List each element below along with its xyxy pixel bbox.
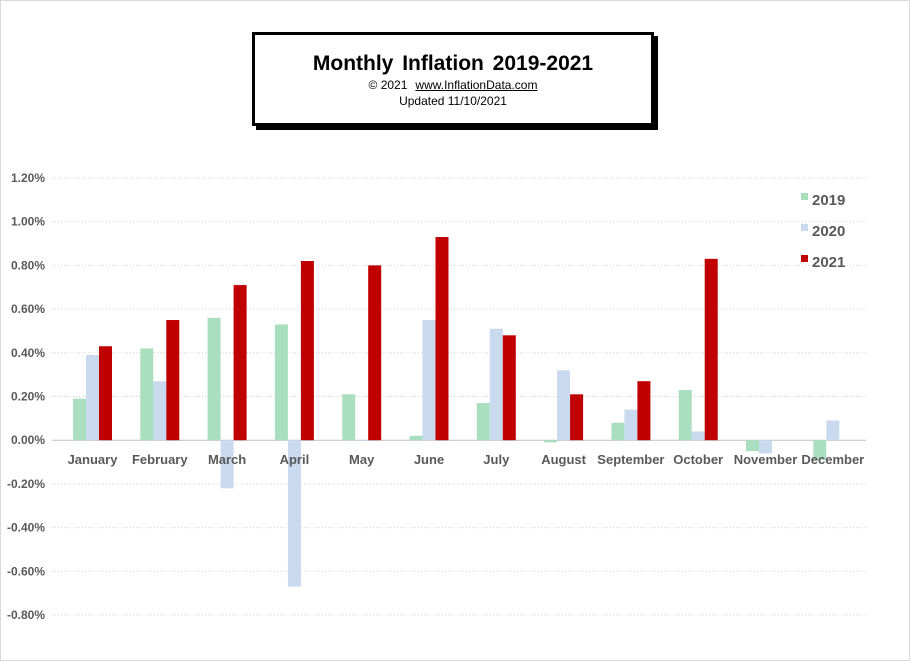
chart-title: Monthly Inflation 2019-2021	[312, 52, 594, 75]
gridlines	[52, 177, 866, 616]
bar-2020-june	[422, 320, 436, 441]
legend-label-2020: 2020	[812, 223, 845, 240]
x-tick-label: May	[349, 452, 375, 467]
bar-2020-february	[153, 381, 167, 441]
copyright-line: © 2021 www.InflationData.com	[255, 78, 651, 92]
bar-2021-september	[637, 381, 651, 441]
website-link[interactable]: www.InflationData.com	[415, 78, 538, 92]
x-tick-label: January	[68, 452, 119, 467]
bar-2020-december	[826, 420, 840, 441]
bar-2021-july	[502, 335, 516, 441]
x-tick-label: February	[132, 452, 188, 467]
y-tick-label: 1.00%	[11, 215, 45, 229]
bar-2019-january	[73, 398, 86, 441]
bar-2020-september	[624, 409, 638, 441]
copyright-text: © 2021	[368, 78, 408, 92]
legend-label-2021: 2021	[812, 254, 845, 271]
x-tick-label: July	[483, 452, 510, 467]
bar-2020-may	[355, 440, 369, 441]
bar-2020-january	[86, 354, 99, 441]
x-tick-label: November	[734, 452, 798, 467]
bar-2019-august	[544, 440, 558, 443]
bar-2021-march	[233, 285, 247, 441]
x-axis: January February March April May June July Augu…	[68, 452, 865, 467]
bar-2020-july	[489, 328, 503, 441]
y-tick-label: -0.60%	[7, 564, 45, 578]
y-tick-label: 1.20%	[11, 171, 45, 185]
x-tick-label: December	[801, 452, 864, 467]
bar-2021-june	[435, 236, 449, 441]
bar-2019-october	[678, 389, 692, 441]
bar-2021-august	[570, 394, 584, 441]
bar-2020-november	[759, 440, 772, 454]
legend: 2019 2020 2021	[801, 192, 845, 271]
x-tick-label: March	[208, 452, 246, 467]
legend-swatch-2019	[801, 193, 808, 200]
y-tick-label: 0.60%	[11, 302, 45, 316]
x-tick-label: October	[673, 452, 723, 467]
updated-text: Updated 11/10/2021	[399, 94, 507, 108]
bar-2019-july	[476, 403, 490, 441]
bar-2019-march	[207, 317, 221, 441]
y-tick-label: 0.40%	[11, 346, 45, 360]
bar-2019-december	[813, 440, 827, 460]
chart-title-box: Monthly Inflation 2019-2021 © 2021 www.In…	[252, 32, 654, 126]
y-tick-label: -0.20%	[7, 477, 45, 491]
bar-2019-september	[611, 422, 625, 441]
legend-swatch-2020	[801, 224, 808, 231]
x-tick-label: June	[414, 452, 444, 467]
bar-2021-february	[166, 320, 180, 441]
bar-2021-april	[300, 261, 314, 441]
bar-2019-february	[140, 348, 154, 441]
x-tick-label: April	[280, 452, 310, 467]
bar-2021-october	[704, 258, 718, 441]
bar-2019-april	[274, 324, 288, 441]
x-tick-label: September	[597, 452, 664, 467]
bar-2021-january	[99, 346, 112, 441]
legend-swatch-2021	[801, 255, 808, 262]
y-tick-label: 0.80%	[11, 258, 45, 272]
bar-2021-may	[368, 265, 382, 441]
y-tick-label: 0.20%	[11, 390, 45, 404]
bar-2020-april	[287, 440, 301, 587]
bar-2020-march	[220, 440, 234, 489]
bar-2020-october	[691, 431, 705, 441]
bars	[73, 236, 840, 587]
y-tick-label: 0.00%	[11, 433, 45, 447]
bar-2019-may	[342, 394, 356, 441]
legend-label-2019: 2019	[812, 192, 845, 209]
bar-2020-august	[557, 370, 571, 441]
bar-2019-november	[746, 440, 759, 452]
x-tick-label: August	[541, 452, 586, 467]
y-tick-label: -0.40%	[7, 521, 45, 535]
y-axis: 1.20% 1.00% 0.80% 0.60% 0.40% 0.20% 0.00% -0.20…	[7, 171, 45, 622]
y-tick-label: -0.80%	[7, 608, 45, 622]
bar-2019-june	[409, 435, 423, 441]
